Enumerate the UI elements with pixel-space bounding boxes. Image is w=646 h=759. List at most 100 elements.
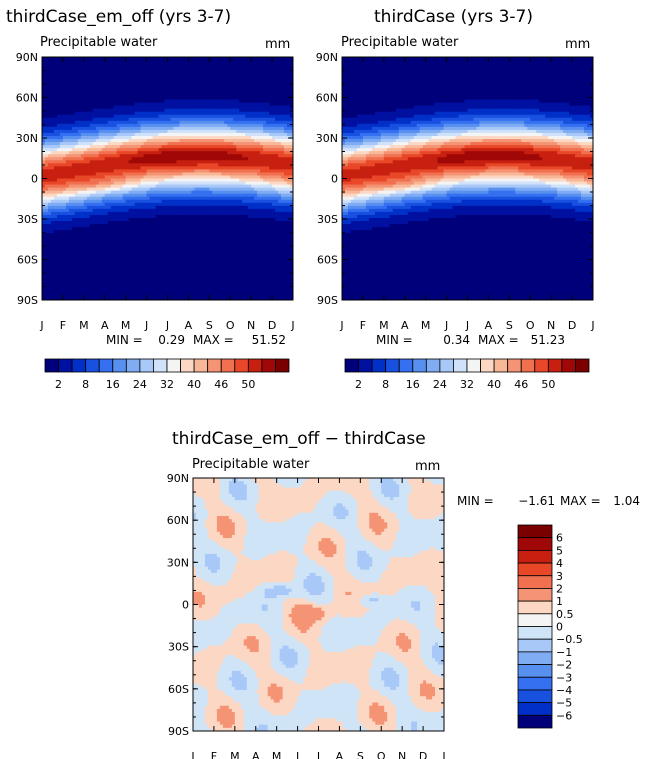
panel-1-title: thirdCase_em_off (yrs 3-7) (6, 7, 231, 27)
colorbar-label: 50 (541, 378, 555, 391)
x-tick-label: S (357, 750, 364, 759)
panel-1-contour-field (42, 57, 293, 300)
panel-1: thirdCase_em_off (yrs 3-7) Precipitable … (6, 7, 295, 391)
y-tick-label: 60N (167, 514, 189, 527)
y-tick-label: 60N (16, 92, 38, 105)
y-tick-label: 90S (17, 294, 38, 307)
x-tick-label: A (185, 319, 193, 332)
colorbar-swatch (344, 358, 359, 373)
colorbar-label: −5 (556, 697, 572, 710)
x-tick-label: M (379, 319, 389, 332)
colorbar-swatch (125, 358, 141, 373)
panel-2-min-label: MIN = (376, 333, 413, 347)
panel-3-title: thirdCase_em_off − thirdCase (172, 429, 426, 449)
panel-3-max-value: 1.04 (613, 494, 640, 508)
x-tick-label: M (121, 319, 131, 332)
panel-2-max-label: MAX = (478, 333, 519, 347)
colorbar-swatch (166, 358, 181, 373)
colorbar-swatch (517, 588, 553, 602)
x-tick-label: F (360, 319, 366, 332)
y-tick-label: 30S (317, 213, 338, 226)
colorbar-swatch (261, 358, 276, 373)
panel-2-title: thirdCase (yrs 3-7) (374, 7, 533, 27)
x-tick-label: S (506, 319, 513, 332)
colorbar-swatch (153, 358, 168, 373)
x-tick-label: J (444, 319, 448, 332)
colorbar-swatch (561, 358, 576, 373)
x-tick-label: N (247, 319, 255, 332)
panel-2-y-ticks: 90N 60N 30N 0 30S 60S 90S (316, 51, 593, 307)
x-tick-label: J (39, 319, 43, 332)
colorbar-swatch (517, 626, 553, 640)
panel-1-y-ticks: 90N 60N 30N 0 30S 60S 90S (16, 51, 293, 307)
colorbar-label: 2 (355, 378, 362, 391)
colorbar-label: −2 (556, 659, 572, 672)
y-tick-label: 60N (316, 92, 338, 105)
y-tick-label: 90S (168, 725, 189, 738)
x-tick-label: A (485, 319, 493, 332)
colorbar-swatch (517, 549, 553, 564)
x-tick-label: O (226, 319, 235, 332)
colorbar-swatch (220, 358, 236, 373)
x-tick-label: J (144, 319, 148, 332)
y-tick-label: 30N (167, 556, 189, 569)
y-tick-label: 30S (168, 641, 189, 654)
colorbar-label: −3 (556, 671, 572, 684)
colorbar-swatch (439, 358, 454, 373)
colorbar-swatch (517, 600, 553, 615)
colorbar-label: −0.5 (556, 633, 583, 646)
x-tick-label: D (419, 750, 427, 759)
panel-2-min-value: 0.34 (443, 333, 470, 347)
colorbar-swatch (517, 689, 553, 704)
colorbar-swatch (385, 358, 400, 373)
colorbar-label: 24 (433, 378, 447, 391)
colorbar-label: 46 (514, 378, 528, 391)
colorbar-swatch (493, 358, 509, 373)
y-tick-label: 0 (182, 599, 189, 612)
colorbar-label: −6 (556, 709, 572, 722)
panel-1-max-label: MAX = (193, 333, 234, 347)
x-tick-label: F (60, 319, 66, 332)
panel-3-units: mm (415, 459, 440, 474)
x-tick-label: J (290, 319, 294, 332)
y-tick-label: 30N (16, 132, 38, 145)
colorbar-swatch (207, 358, 222, 373)
y-tick-label: 90N (167, 472, 189, 485)
x-tick-label: M (230, 750, 240, 759)
panel-3-y-ticks: 90N 60N 30N 0 30S 60S 90S (167, 472, 444, 738)
colorbar-swatch (85, 358, 100, 373)
colorbar-swatch (58, 358, 73, 373)
colorbar-swatch (547, 358, 563, 373)
colorbar-swatch (98, 358, 114, 373)
colorbar-swatch (520, 358, 536, 373)
colorbar-swatch (517, 714, 553, 729)
y-tick-label: 30S (17, 213, 38, 226)
colorbar-label: 2 (55, 378, 62, 391)
colorbar-swatch (517, 562, 553, 577)
colorbar-swatch (517, 524, 553, 539)
colorbar-swatch (517, 575, 553, 589)
colorbar-swatch (517, 702, 553, 716)
colorbar-swatch (193, 358, 209, 373)
colorbar-swatch (517, 537, 553, 551)
x-tick-label: N (547, 319, 555, 332)
x-tick-label: A (336, 750, 344, 759)
panel-3: thirdCase_em_off − thirdCase Precipitabl… (167, 429, 640, 759)
x-tick-label: A (401, 319, 409, 332)
colorbar-label: 5 (556, 544, 563, 557)
colorbar-swatch (112, 358, 127, 373)
x-tick-label: A (101, 319, 109, 332)
colorbar-swatch (412, 358, 427, 373)
y-tick-label: 90S (317, 294, 338, 307)
x-tick-label: D (568, 319, 576, 332)
y-tick-label: 0 (331, 173, 338, 186)
colorbar-swatch (480, 358, 495, 373)
panel-3-max-label: MAX = (560, 494, 601, 508)
colorbar-label: 46 (214, 378, 228, 391)
y-tick-label: 30N (316, 132, 338, 145)
y-tick-label: 0 (31, 173, 38, 186)
panel-3-min-value: −1.61 (518, 494, 555, 508)
